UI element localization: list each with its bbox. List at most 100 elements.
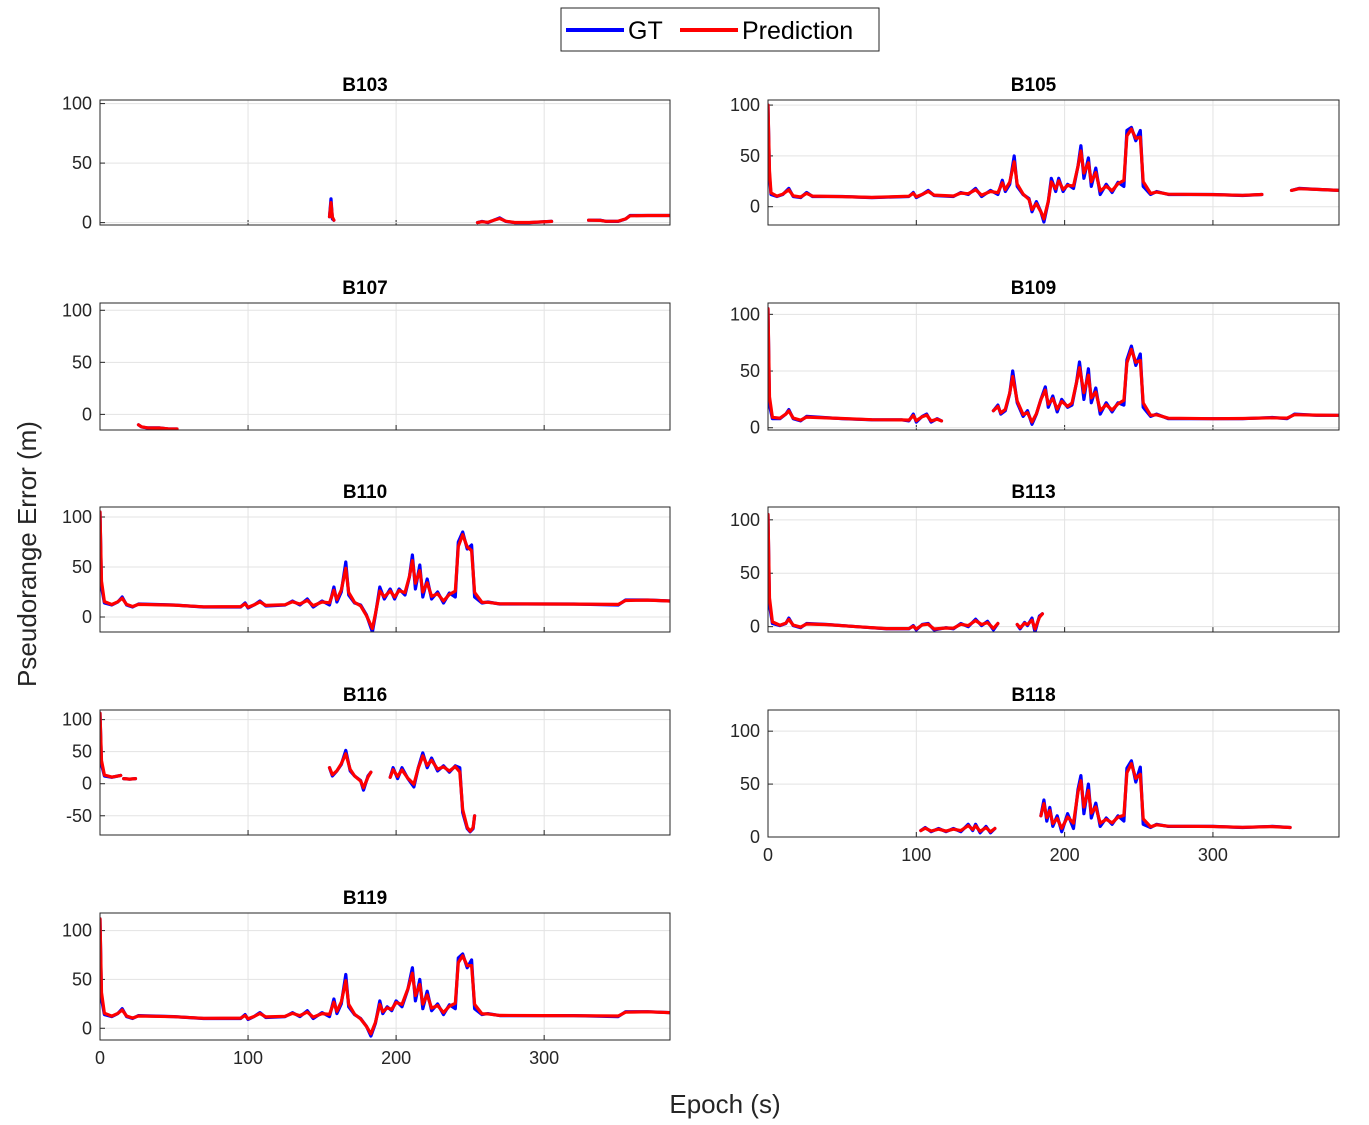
x-tick-label: 100 bbox=[233, 1048, 263, 1068]
axes-box bbox=[99, 912, 671, 1041]
series-line-prediction bbox=[768, 103, 1264, 221]
series-line-prediction bbox=[991, 347, 1339, 424]
x-tick-label: 0 bbox=[763, 845, 773, 865]
panel-title: B113 bbox=[1011, 482, 1055, 503]
series-line-prediction bbox=[100, 711, 123, 779]
panel-title: B109 bbox=[1011, 278, 1056, 299]
series-lines bbox=[100, 510, 670, 632]
x-tick-label: 300 bbox=[529, 1048, 559, 1068]
y-tick-label: 100 bbox=[730, 304, 760, 324]
series-line-prediction bbox=[327, 752, 373, 790]
series-line-prediction bbox=[388, 754, 477, 833]
series-line-prediction bbox=[586, 213, 670, 223]
x-tick-label: 0 bbox=[95, 1048, 105, 1068]
y-tick-label: 0 bbox=[82, 1018, 92, 1038]
series-lines bbox=[327, 197, 670, 225]
x-tick-label: 200 bbox=[1050, 845, 1080, 865]
series-line-prediction bbox=[919, 824, 997, 834]
y-tick-label: 100 bbox=[62, 300, 92, 320]
plot-area bbox=[100, 303, 670, 430]
plot-area bbox=[100, 100, 670, 225]
series-line-prediction bbox=[136, 423, 179, 430]
y-tick-label: 50 bbox=[740, 146, 760, 166]
panel-b118: 0 100 200 300 0 50 100 B118 bbox=[730, 685, 1340, 865]
plot-area bbox=[768, 100, 1339, 225]
series-lines bbox=[768, 512, 1045, 632]
series-line-prediction bbox=[768, 512, 1000, 631]
plot-area bbox=[768, 303, 1339, 430]
y-tick-label: 0 bbox=[750, 827, 760, 847]
x-tick-label: 300 bbox=[1198, 845, 1228, 865]
x-axis-label: Epoch (s) bbox=[669, 1089, 780, 1119]
y-tick-label: 0 bbox=[82, 404, 92, 424]
panel-b109: 0 50 100 B109 bbox=[730, 278, 1340, 438]
y-tick-label: 0 bbox=[82, 213, 92, 233]
y-axis-label: Pseudorange Error (m) bbox=[12, 421, 42, 687]
y-tick-label: 100 bbox=[62, 921, 92, 941]
series-line-prediction bbox=[1289, 187, 1339, 192]
series-lines bbox=[919, 759, 1292, 835]
panel-title: B118 bbox=[1011, 685, 1055, 706]
y-tick-label: 0 bbox=[750, 418, 760, 438]
axes-box bbox=[767, 709, 1340, 838]
panel-b116: -50 0 50 100 B116 bbox=[62, 685, 671, 836]
axes-box bbox=[99, 709, 671, 836]
axes-box bbox=[99, 99, 671, 226]
panel-title: B103 bbox=[342, 75, 387, 96]
series-lines bbox=[100, 917, 670, 1038]
y-tick-label: 50 bbox=[740, 361, 760, 381]
y-tick-label: 50 bbox=[72, 352, 92, 372]
panel-title: B119 bbox=[343, 888, 387, 909]
y-tick-label: 100 bbox=[730, 721, 760, 741]
panel-b105: 0 50 100 B105 bbox=[730, 75, 1340, 226]
series-line-prediction bbox=[1015, 612, 1045, 631]
series-lines bbox=[768, 103, 1339, 224]
panel-title: B107 bbox=[342, 278, 387, 299]
y-tick-label: 0 bbox=[750, 197, 760, 217]
y-tick-label: 100 bbox=[62, 710, 92, 730]
y-tick-label: 100 bbox=[730, 510, 760, 530]
panel-b119: 0 100 200 300 0 50 100 B119 bbox=[62, 888, 671, 1068]
y-tick-label: 50 bbox=[72, 969, 92, 989]
series-lines bbox=[768, 307, 1339, 426]
y-tick-label: 100 bbox=[62, 94, 92, 114]
y-tick-label: 50 bbox=[740, 774, 760, 794]
panel-b113: 0 50 100 B113 bbox=[730, 482, 1340, 637]
axes-box bbox=[767, 302, 1340, 431]
y-tick-label: 0 bbox=[82, 774, 92, 794]
panel-b107: 0 50 100 B107 bbox=[62, 278, 671, 431]
series-line-prediction bbox=[1039, 762, 1292, 830]
axes-box bbox=[99, 506, 671, 633]
plot-area bbox=[100, 710, 670, 835]
series-line-prediction bbox=[122, 776, 138, 781]
y-tick-label: 0 bbox=[750, 617, 760, 637]
plot-area bbox=[100, 507, 670, 632]
y-tick-label: 50 bbox=[72, 557, 92, 577]
axes-box bbox=[767, 99, 1340, 226]
panels: 0 50 100 B103 0 50 100 B105 0 50 100 B107 0 50 100 B109… bbox=[62, 75, 1340, 1068]
y-tick-label: 50 bbox=[72, 153, 92, 173]
y-tick-label: 0 bbox=[82, 607, 92, 627]
series-lines bbox=[100, 711, 477, 834]
x-tick-label: 100 bbox=[901, 845, 931, 865]
panel-b103: 0 50 100 B103 bbox=[62, 75, 671, 233]
series-lines bbox=[136, 423, 179, 430]
plot-area bbox=[768, 507, 1339, 632]
plot-area bbox=[768, 710, 1339, 837]
panel-b110: 0 50 100 B110 bbox=[62, 482, 671, 633]
axes-box bbox=[767, 506, 1340, 633]
panel-title: B105 bbox=[1011, 75, 1057, 96]
series-line-prediction bbox=[100, 510, 670, 631]
series-line-prediction bbox=[327, 201, 336, 222]
panel-title: B116 bbox=[343, 685, 387, 706]
legend: GT Prediction bbox=[560, 7, 880, 52]
series-line-prediction bbox=[768, 307, 944, 423]
axes-box bbox=[99, 302, 671, 431]
y-tick-label: 50 bbox=[72, 742, 92, 762]
y-tick-label: 100 bbox=[730, 95, 760, 115]
x-tick-label: 200 bbox=[381, 1048, 411, 1068]
y-tick-label: 50 bbox=[740, 563, 760, 583]
legend-label-gt: GT bbox=[628, 17, 663, 45]
series-line-prediction bbox=[475, 216, 554, 225]
